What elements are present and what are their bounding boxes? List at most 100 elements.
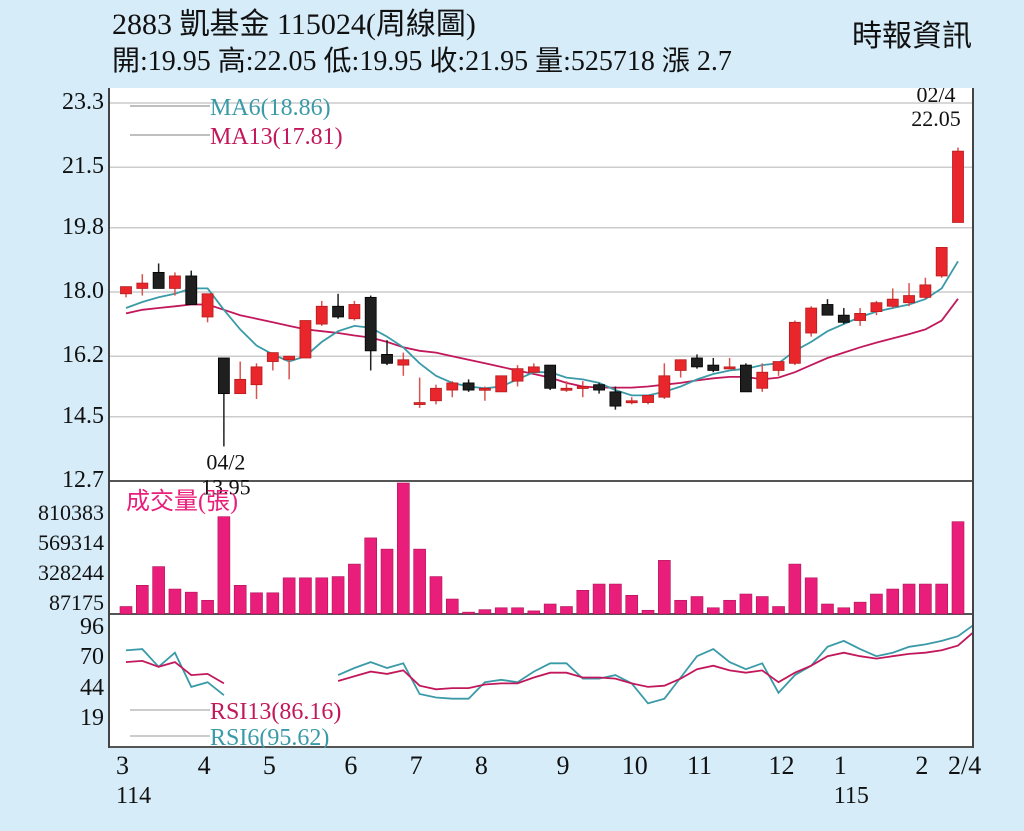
- x-tick-label: 8: [474, 751, 488, 780]
- x-tick-label: 1: [833, 751, 847, 780]
- candle-down: [381, 354, 393, 364]
- candle-up: [658, 375, 671, 398]
- price-tick-label: 16.2: [62, 342, 104, 369]
- volume-bar: [755, 596, 769, 615]
- volume-bar: [233, 585, 247, 615]
- volume-tick-label: 328244: [38, 560, 104, 586]
- candle-down: [217, 357, 230, 395]
- volume-bar: [511, 607, 524, 615]
- volume-bar: [184, 591, 198, 615]
- volume-bar: [788, 563, 802, 615]
- volume-bar: [397, 482, 410, 615]
- ma13-line: [125, 298, 959, 389]
- volume-bar: [951, 521, 965, 615]
- volume-bar: [462, 611, 475, 615]
- volume-bar: [331, 576, 345, 615]
- rsi-tick-label: 44: [80, 675, 104, 702]
- candle-down: [152, 271, 165, 289]
- volume-bar: [886, 588, 900, 615]
- candle-up: [495, 375, 508, 393]
- volume-bar: [250, 592, 263, 615]
- candle-up: [479, 387, 491, 391]
- candle-up: [854, 312, 867, 321]
- candle-up: [299, 320, 312, 359]
- candle-up: [919, 284, 932, 298]
- candle-up: [120, 286, 132, 295]
- candle-up: [560, 387, 573, 391]
- candle-up: [642, 395, 654, 403]
- rsi-tick-label: 19: [80, 704, 104, 731]
- volume-bar: [217, 516, 231, 615]
- rsi13-line: [125, 632, 972, 691]
- candle-up: [201, 293, 214, 318]
- candle-up: [674, 359, 687, 371]
- price-tick-label: 12.7: [62, 467, 104, 493]
- legend-rsi13: RSI13(86.16): [210, 699, 341, 725]
- candle-up: [756, 371, 769, 389]
- candle-up: [935, 247, 948, 277]
- volume-bar: [919, 583, 932, 615]
- rsi-tick-label: 70: [80, 644, 104, 671]
- candle-down: [593, 384, 605, 391]
- candle-up: [805, 307, 818, 334]
- candle-down: [185, 275, 198, 305]
- volume-bar: [658, 560, 671, 615]
- candle-up: [446, 382, 459, 391]
- volume-bar: [821, 603, 834, 615]
- volume-bar: [494, 607, 508, 615]
- candle-down: [364, 296, 377, 352]
- volume-bar: [413, 548, 426, 615]
- candle-down: [837, 314, 850, 323]
- volume-bar: [152, 566, 165, 615]
- candle-up: [625, 400, 638, 404]
- volume-bar: [445, 598, 459, 615]
- candle-up: [413, 402, 426, 405]
- high-annotation-value: 22.05: [911, 106, 961, 131]
- rsi6-line: [125, 624, 972, 705]
- volume-title: 成交量(張): [126, 488, 238, 515]
- candle-up: [870, 302, 883, 313]
- candle-up: [315, 305, 328, 325]
- candle-up: [576, 386, 589, 389]
- price-tick-label: 18.0: [62, 278, 104, 304]
- volume-bar: [527, 610, 541, 615]
- legend-ma6: MA6(18.86): [210, 95, 331, 121]
- chart-svg: MA6(18.86) MA13(17.81) 04/213.95 02/422.05 成…: [110, 88, 972, 748]
- volume-bar: [690, 596, 704, 615]
- x-tick-label: 2/4: [948, 751, 982, 780]
- volume-bar: [560, 606, 573, 615]
- x-tick-label: 9: [556, 751, 570, 780]
- candle-up: [430, 387, 442, 402]
- x-tick-label: 5: [262, 751, 276, 780]
- legend-ma13: MA13(17.81): [210, 124, 343, 150]
- candle-down: [691, 357, 703, 368]
- candle-down: [707, 364, 720, 371]
- candle-down: [609, 391, 622, 407]
- price-tick-label: 19.8: [62, 213, 104, 240]
- volume-bar: [739, 593, 753, 615]
- volume-bar: [266, 592, 280, 615]
- x-tick-label: 10: [621, 751, 648, 780]
- volume-bar: [543, 603, 557, 615]
- x-tick-label: 11: [686, 751, 713, 780]
- volume-bar: [772, 606, 785, 615]
- volume-bar: [478, 609, 492, 615]
- volume-tick-label: 569314: [38, 529, 104, 555]
- volume-bar: [364, 537, 378, 615]
- x-tick-label: 12: [768, 751, 795, 780]
- volume-bar: [429, 576, 443, 615]
- volume-bar: [625, 594, 639, 615]
- x-tick-label: 7: [409, 751, 423, 780]
- volume-bar: [723, 599, 736, 615]
- volume-tick-label: 87175: [49, 590, 104, 616]
- candle-up: [903, 295, 915, 304]
- x-year-label: 114: [116, 783, 152, 809]
- candle-up: [136, 282, 149, 289]
- candle-down: [740, 364, 752, 393]
- volume-bar: [592, 583, 606, 615]
- volume-bar: [609, 583, 622, 615]
- volume-bar: [870, 593, 883, 615]
- source-label: 時報資訊: [852, 20, 972, 53]
- candle-down: [821, 304, 834, 316]
- volume-bar: [576, 589, 590, 615]
